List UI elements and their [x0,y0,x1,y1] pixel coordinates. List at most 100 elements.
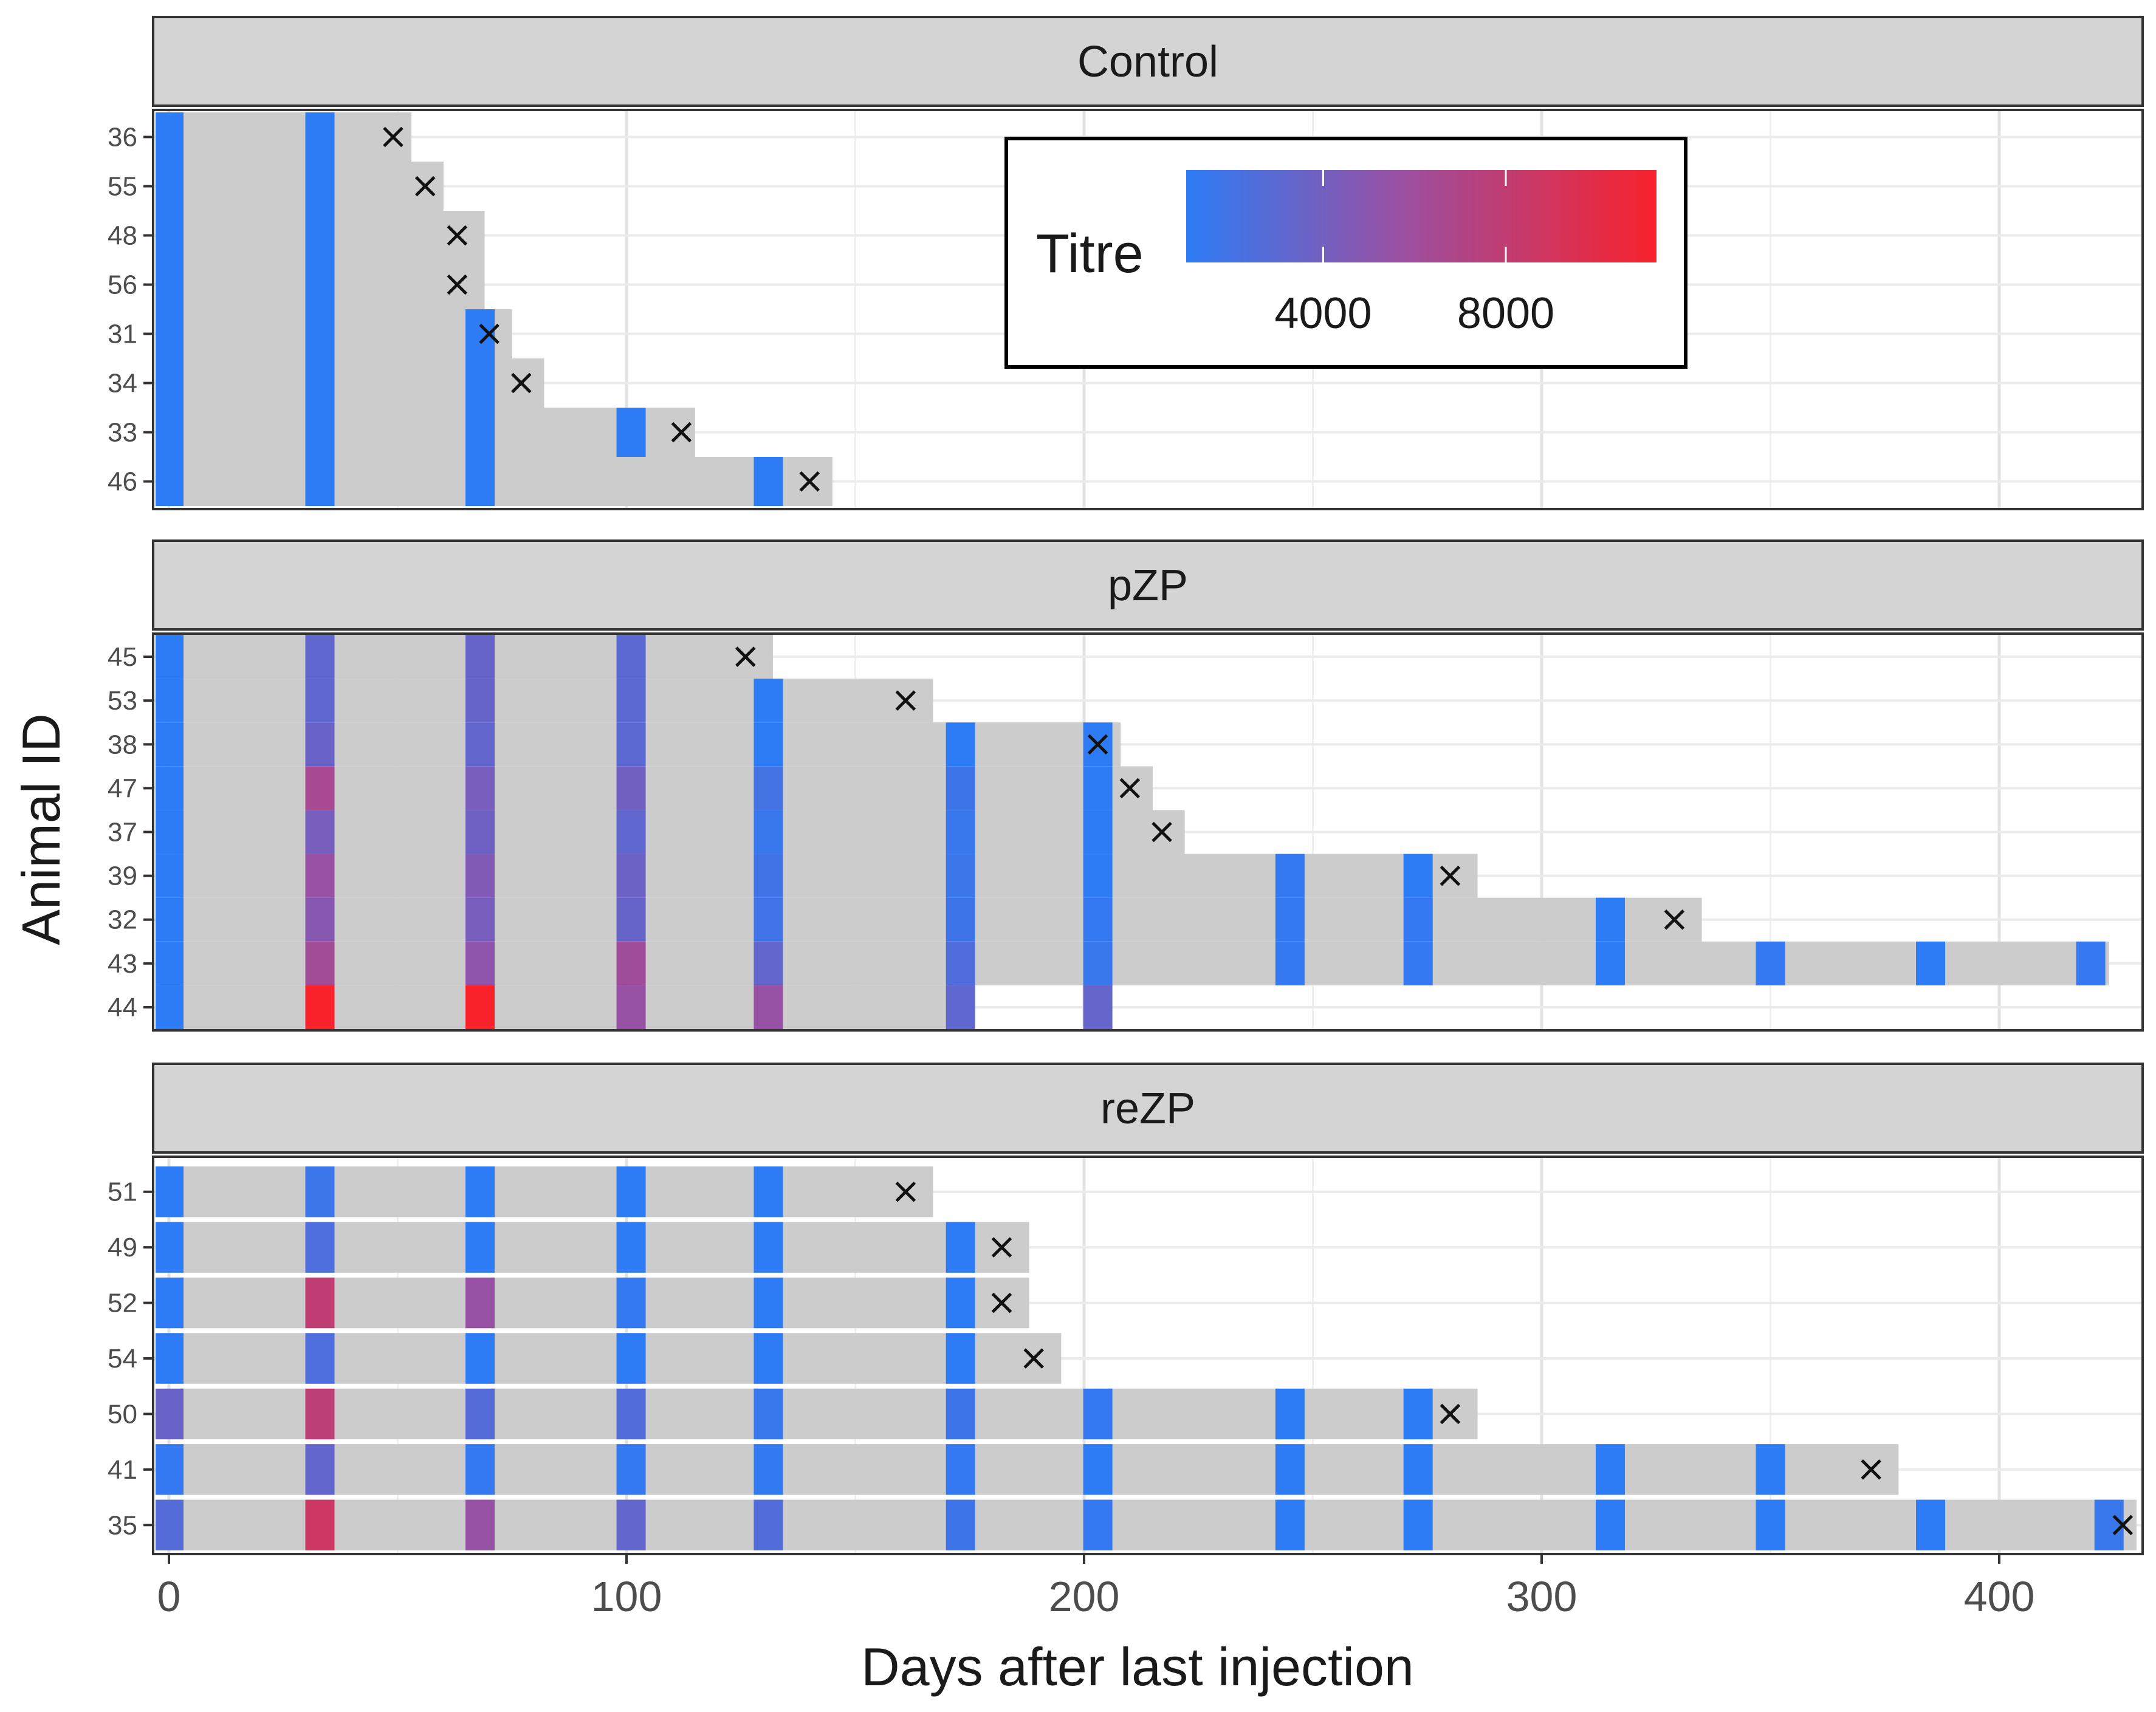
titre-sample [156,162,184,211]
titre-sample [305,408,335,457]
titre-sample [754,1388,783,1440]
panel-border-control [152,109,2144,510]
titre-sample [754,1444,783,1495]
titre-sample [305,722,335,767]
facet-title-control: Control [1077,38,1218,86]
y-tick-label: 36 [108,123,137,152]
facet-rezp: reZP 51 49 52 54 50 41 35 [108,1063,2144,1555]
titre-sample [156,722,184,767]
y-tick-label: 45 [108,642,137,672]
death-marker [2112,1515,2134,1536]
titre-sample [1403,897,1433,942]
y-tick-label: 52 [108,1289,137,1318]
legend-ticks [1322,170,1507,262]
titre-sample [616,635,646,679]
titre-sample [156,766,184,810]
titre-sample [305,211,335,260]
titre-sample [156,854,184,898]
death-marker [1087,734,1108,755]
titre-sample [1083,897,1113,942]
y-tick-label: 53 [108,686,137,716]
titre-sample [156,985,184,1029]
follow-up-span [159,112,412,162]
y-tick-label: 51 [108,1177,137,1207]
titre-sample [156,1499,184,1550]
titre-sample [156,309,184,358]
y-tick-label: 47 [108,773,137,803]
facet-strip-control [152,16,2144,107]
titre-sample [1083,985,1113,1029]
titre-sample [616,766,646,810]
titre-sample [305,941,335,985]
follow-up-span [159,1222,1029,1273]
legend-tick-label-4000: 4000 [1274,289,1372,338]
y-tick-labels-pzp: 45 53 38 47 37 39 32 43 44 [108,642,153,1022]
titre-sample [1916,1499,1946,1550]
y-tick-label: 34 [108,369,137,399]
titre-sample [616,679,646,723]
death-marker [1664,909,1685,930]
y-tick-label: 35 [108,1510,137,1540]
titre-sample [305,1388,335,1440]
titre-sample [616,1499,646,1550]
titre-sample [616,1333,646,1384]
titre-sample [754,722,783,767]
titre-sample [1275,854,1305,898]
titre-sample [156,408,184,457]
death-marker [1440,865,1461,886]
titre-sample [616,941,646,985]
titre-sample [946,1333,975,1384]
y-tick-label: 49 [108,1233,137,1262]
titre-sample [946,766,975,810]
titre-sample [305,1277,335,1329]
follow-up-span [159,985,956,1029]
legend-tick-label-8000: 8000 [1457,289,1554,338]
facet-strip-pzp [152,539,2144,631]
titre-sample [465,408,495,457]
titre-sample [1083,810,1113,854]
y-tick-labels-rezp: 51 49 52 54 50 41 35 [108,1177,153,1540]
titre-sample [754,1333,783,1384]
titre-sample [946,1444,975,1495]
titre-sample [156,112,184,162]
titre-sample [465,810,495,854]
titre-sample [616,408,646,457]
titre-sample [616,1166,646,1217]
facet-title-rezp: reZP [1100,1084,1195,1133]
titre-sample [946,854,975,898]
panel-border-pzp [152,632,2144,1032]
facet-control: Control 36 55 48 56 31 34 33 46 Titre 4000 8000 [108,16,2144,510]
titre-sample [305,985,335,1029]
marks-pzp [156,635,2109,1029]
titre-sample [305,457,335,506]
titre-sample [754,679,783,723]
titre-sample [156,897,184,942]
titre-sample [616,810,646,854]
titre-sample [2094,1499,2124,1550]
titre-sample [616,1388,646,1440]
titre-sample [465,1388,495,1440]
titre-sample [305,309,335,358]
titre-sample [305,1222,335,1273]
titre-sample [465,985,495,1029]
death-marker [1440,1403,1461,1425]
titre-sample [465,1222,495,1273]
titre-sample [465,854,495,898]
follow-up-span [159,1388,1478,1440]
death-marker [799,471,820,492]
titre-sample [946,985,975,1029]
y-axis-title: Animal ID [11,713,71,945]
follow-up-span [159,897,1702,942]
titre-sample [156,1444,184,1495]
titre-sample [156,211,184,260]
titre-sample [754,985,783,1029]
titre-sample [305,1166,335,1217]
titre-sample [754,1277,783,1329]
titre-sample [1275,1499,1305,1550]
titre-sample [305,162,335,211]
titre-sample [1756,1499,1785,1550]
titre-sample [465,358,495,408]
death-marker [414,176,436,197]
y-tick-label: 32 [108,905,137,935]
titre-sample [156,457,184,506]
